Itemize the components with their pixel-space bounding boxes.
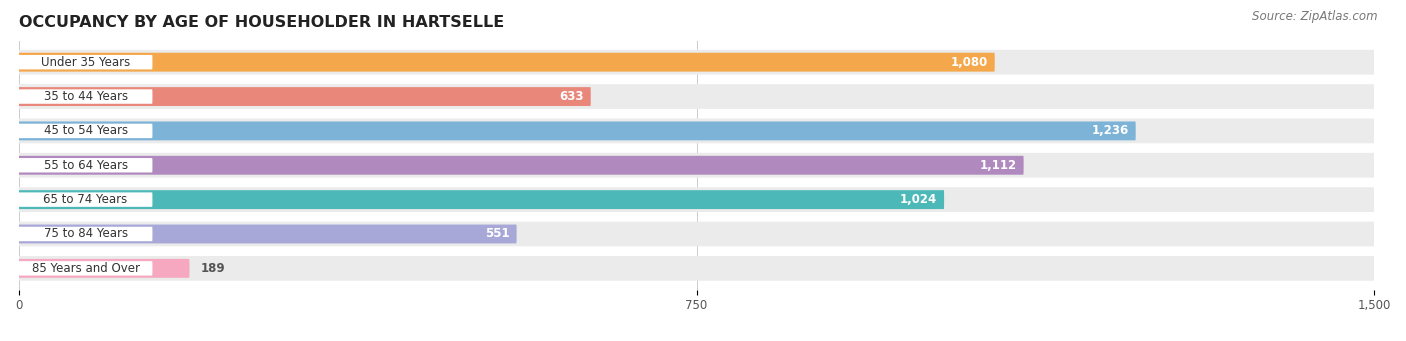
FancyBboxPatch shape [18, 187, 1374, 212]
FancyBboxPatch shape [18, 53, 994, 72]
Text: 55 to 64 Years: 55 to 64 Years [44, 159, 128, 172]
FancyBboxPatch shape [18, 50, 1374, 75]
FancyBboxPatch shape [18, 84, 1374, 109]
FancyBboxPatch shape [18, 153, 1374, 178]
Text: 1,024: 1,024 [900, 193, 936, 206]
FancyBboxPatch shape [18, 259, 190, 278]
FancyBboxPatch shape [18, 224, 516, 243]
Text: 45 to 54 Years: 45 to 54 Years [44, 124, 128, 137]
FancyBboxPatch shape [18, 55, 152, 70]
FancyBboxPatch shape [18, 87, 591, 106]
Text: 189: 189 [200, 262, 225, 275]
FancyBboxPatch shape [18, 124, 152, 138]
Text: Under 35 Years: Under 35 Years [41, 56, 131, 69]
FancyBboxPatch shape [18, 89, 152, 104]
Text: 1,236: 1,236 [1091, 124, 1129, 137]
FancyBboxPatch shape [18, 192, 152, 207]
Text: 75 to 84 Years: 75 to 84 Years [44, 227, 128, 240]
FancyBboxPatch shape [18, 256, 1374, 281]
FancyBboxPatch shape [18, 156, 1024, 175]
Text: Source: ZipAtlas.com: Source: ZipAtlas.com [1253, 10, 1378, 23]
Text: 633: 633 [560, 90, 583, 103]
Text: OCCUPANCY BY AGE OF HOUSEHOLDER IN HARTSELLE: OCCUPANCY BY AGE OF HOUSEHOLDER IN HARTS… [18, 15, 503, 30]
FancyBboxPatch shape [18, 158, 152, 173]
FancyBboxPatch shape [18, 227, 152, 241]
FancyBboxPatch shape [18, 261, 152, 276]
FancyBboxPatch shape [18, 121, 1136, 140]
Text: 1,080: 1,080 [950, 56, 987, 69]
Text: 551: 551 [485, 227, 509, 240]
FancyBboxPatch shape [18, 119, 1374, 143]
Text: 35 to 44 Years: 35 to 44 Years [44, 90, 128, 103]
Text: 85 Years and Over: 85 Years and Over [31, 262, 139, 275]
FancyBboxPatch shape [18, 190, 943, 209]
Text: 65 to 74 Years: 65 to 74 Years [44, 193, 128, 206]
FancyBboxPatch shape [18, 222, 1374, 246]
Text: 1,112: 1,112 [980, 159, 1017, 172]
